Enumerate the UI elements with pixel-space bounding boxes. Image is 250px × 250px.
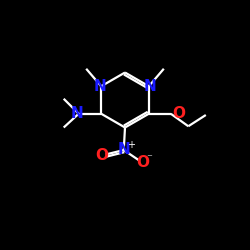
Text: N: N bbox=[71, 106, 84, 121]
Text: N: N bbox=[94, 79, 106, 94]
Text: ⁻: ⁻ bbox=[146, 154, 152, 164]
Text: O: O bbox=[172, 106, 185, 121]
Text: O: O bbox=[95, 148, 108, 163]
Text: N: N bbox=[118, 142, 130, 158]
Text: N: N bbox=[144, 79, 156, 94]
Text: +: + bbox=[127, 140, 135, 149]
Text: O: O bbox=[136, 155, 149, 170]
